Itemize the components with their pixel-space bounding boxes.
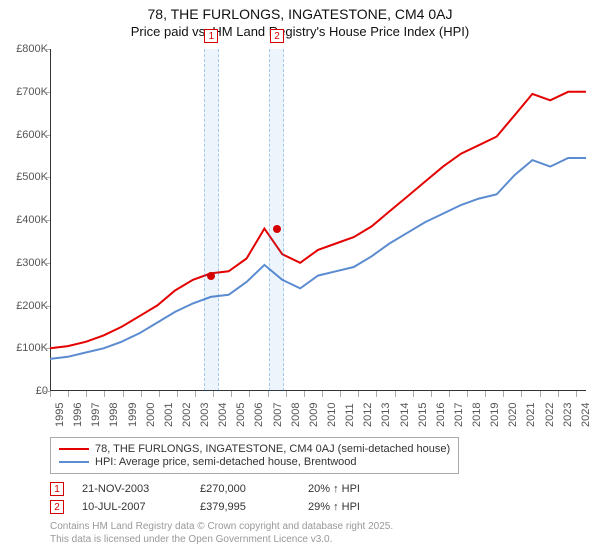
x-tick-label: 1998 [108,403,112,427]
legend-row: 78, THE FURLONGS, INGATESTONE, CM4 0AJ (… [59,443,450,455]
sale-dot-2 [273,225,281,233]
y-tick-label: £500K [8,171,48,183]
x-tick-label: 2011 [344,403,348,427]
x-tick-label: 2003 [199,403,203,427]
x-tick-label: 2010 [326,403,330,427]
sale-date: 10-JUL-2007 [82,501,182,513]
footer: Contains HM Land Registry data © Crown c… [50,520,592,546]
x-tick-label: 2024 [580,403,584,427]
legend-row: HPI: Average price, semi-detached house,… [59,456,450,468]
y-tick-label: £0 [8,385,48,397]
x-tick-label: 2018 [471,403,475,427]
y-tick-label: £700K [8,86,48,98]
x-tick-label: 2022 [544,403,548,427]
x-tick-label: 2009 [308,403,312,427]
chart-area: £0 £100K £200K £300K £400K £500K £600K £700K £80… [8,45,592,431]
x-tick-label: 2016 [435,403,439,427]
sale-band [269,49,284,391]
x-tick-label: 2012 [362,403,366,427]
footer-line2: This data is licensed under the Open Gov… [50,533,592,546]
legend: 78, THE FURLONGS, INGATESTONE, CM4 0AJ (… [50,437,459,474]
title-block: 78, THE FURLONGS, INGATESTONE, CM4 0AJ P… [8,6,592,39]
x-tick-label: 1997 [90,403,94,427]
y-tick-label: £100K [8,342,48,354]
sale-delta: 29% ↑ HPI [308,501,408,513]
x-tick-label: 2007 [272,403,276,427]
legend-swatch [59,448,89,450]
title-line2: Price paid vs. HM Land Registry's House … [8,24,592,39]
x-tick-label: 2023 [562,403,566,427]
x-tick-label: 2017 [453,403,457,427]
sale-date: 21-NOV-2003 [82,483,182,495]
sale-delta: 20% ↑ HPI [308,483,408,495]
series-hpi [50,158,586,359]
sale-row: 2 10-JUL-2007 £379,995 29% ↑ HPI [50,500,592,514]
line-svg [50,49,586,391]
title-line1: 78, THE FURLONGS, INGATESTONE, CM4 0AJ [8,6,592,22]
x-tick-label: 1999 [127,403,131,427]
plot-region: 12 [50,49,586,391]
sales-table: 1 21-NOV-2003 £270,000 20% ↑ HPI 2 10-JUL-200… [50,482,592,514]
sale-row-marker: 1 [50,482,64,496]
legend-label: HPI: Average price, semi-detached house,… [95,456,357,468]
x-tick-label: 1996 [72,403,76,427]
x-tick-label: 1995 [54,403,58,427]
x-tick-label: 2004 [217,403,221,427]
legend-label: 78, THE FURLONGS, INGATESTONE, CM4 0AJ (… [95,443,450,455]
sale-row: 1 21-NOV-2003 £270,000 20% ↑ HPI [50,482,592,496]
sale-row-marker: 2 [50,500,64,514]
footer-line1: Contains HM Land Registry data © Crown c… [50,520,592,533]
x-tick-label: 2021 [525,403,529,427]
chart-container: 78, THE FURLONGS, INGATESTONE, CM4 0AJ P… [0,0,600,560]
x-tick-label: 2006 [253,403,257,427]
x-tick-label: 2013 [380,403,384,427]
sale-price: £270,000 [200,483,290,495]
y-tick-label: £800K [8,43,48,55]
x-tick-label: 2008 [290,403,294,427]
x-tick-label: 2000 [145,403,149,427]
x-tick-label: 2014 [399,403,403,427]
y-tick-label: £200K [8,300,48,312]
x-tick-label: 2005 [235,403,239,427]
y-tick-label: £400K [8,214,48,226]
sale-marker-2: 2 [270,29,284,43]
x-tick-label: 2001 [163,403,167,427]
legend-swatch [59,461,89,463]
y-tick-label: £300K [8,257,48,269]
x-tick-label: 2020 [507,403,511,427]
sale-band [204,49,219,391]
series-property [50,92,586,349]
x-tick-label: 2002 [181,403,185,427]
sale-price: £379,995 [200,501,290,513]
x-tick-label: 2019 [489,403,493,427]
y-tick-label: £600K [8,129,48,141]
sale-dot-1 [207,272,215,280]
sale-marker-1: 1 [204,29,218,43]
x-tick-label: 2015 [417,403,421,427]
